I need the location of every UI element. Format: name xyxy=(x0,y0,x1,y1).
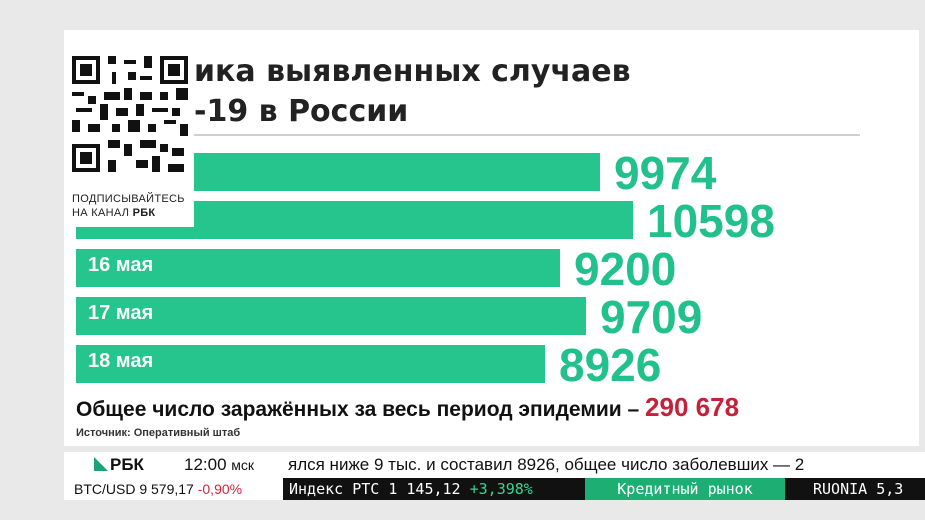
bar: 18 мая xyxy=(76,345,545,383)
qr-caption-line-1: ПОДПИСЫВАЙТЕСЬ xyxy=(72,193,185,205)
chart-title: ика выявленных случаев -19 в России xyxy=(194,52,854,132)
market-ticker: BTC/USD 9 579,17 -0,90% Индекс РТС 1 145… xyxy=(64,478,925,500)
btc-quote: BTC/USD 9 579,17 -0,90% xyxy=(74,481,242,497)
rbk-logo-icon xyxy=(94,457,108,471)
bar-value-label: 9200 xyxy=(574,243,677,295)
source-note: Источник: Оперативный штаб xyxy=(76,427,241,439)
bar-label: 16 мая xyxy=(88,254,154,276)
bar: 16 мая xyxy=(76,249,560,287)
bar-value-label: 10598 xyxy=(647,195,775,247)
btc-change: -0,90% xyxy=(197,481,243,497)
qr-caption: ПОДПИСЫВАЙТЕСЬ НА КАНАЛ РБК xyxy=(72,192,185,220)
bar-value-label: 9709 xyxy=(600,291,703,343)
qr-caption-brand: РБК xyxy=(132,207,156,219)
title-line-1: ика выявленных случаев xyxy=(194,54,631,89)
credit-market-section: Кредитный рынок xyxy=(585,478,785,500)
news-crawl-text: ялся ниже 9 тыс. и составил 8926, общее … xyxy=(288,455,805,474)
qr-code-icon xyxy=(72,56,188,172)
title-line-2: -19 в России xyxy=(194,94,409,129)
clock-time: 12:00 xyxy=(184,455,227,474)
bar-value-label: 8926 xyxy=(559,339,662,391)
market-strip: Индекс РТС 1 145,12 +3,398% Кредитный ры… xyxy=(283,478,925,500)
clock-timezone: мск xyxy=(231,457,255,473)
qr-promo[interactable]: ПОДПИСЫВАЙТЕСЬ НА КАНАЛ РБК xyxy=(66,52,194,227)
ruonia-quote: RUONIA 5,3 xyxy=(813,480,904,498)
qr-caption-line-2: НА КАНАЛ xyxy=(72,207,130,219)
total-value: 290 678 xyxy=(645,392,740,422)
btc-label: BTC/USD 9 579,17 xyxy=(74,481,194,497)
news-ticker: РБК 12:00 мск ялся ниже 9 тыс. и состави… xyxy=(64,452,925,478)
rts-quote: Индекс РТС 1 145,12 +3,398% xyxy=(289,480,533,498)
bar-value-label: 9974 xyxy=(614,147,717,199)
bar: 17 мая xyxy=(76,297,586,335)
total-cases: Общее число заражённых за весь период эп… xyxy=(76,392,739,423)
rts-change: +3,398% xyxy=(469,480,533,498)
rbk-logo: РБК xyxy=(94,455,144,475)
bar-label: 18 мая xyxy=(88,350,154,372)
rts-label: Индекс РТС 1 145,12 xyxy=(289,480,461,498)
rbk-logo-text: РБК xyxy=(110,455,144,474)
title-divider xyxy=(76,134,860,136)
bar-label: 17 мая xyxy=(88,302,154,324)
broadcast-clock: 12:00 мск xyxy=(184,455,254,475)
total-label: Общее число заражённых за весь период эп… xyxy=(76,398,640,421)
